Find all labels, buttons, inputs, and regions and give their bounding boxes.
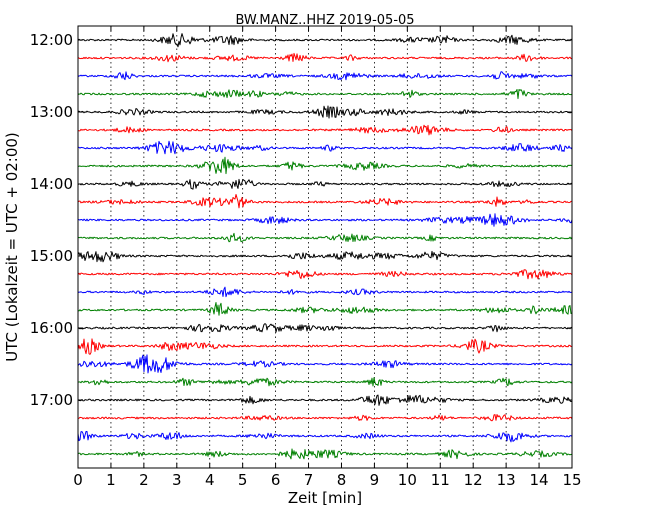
x-tick-label-2: 2 xyxy=(139,471,149,489)
trace-1645 xyxy=(77,377,573,387)
trace-1445 xyxy=(77,232,573,243)
trace-1430 xyxy=(77,213,573,227)
trace-1315 xyxy=(77,124,573,136)
grid-lines xyxy=(110,26,540,468)
y-axis-label: UTC (Lokalzeit = UTC + 02:00) xyxy=(3,132,21,362)
trace-1530 xyxy=(77,286,573,298)
x-tick-label-12: 12 xyxy=(464,471,483,489)
x-tick-label-5: 5 xyxy=(238,471,248,489)
trace-1415 xyxy=(77,193,573,209)
plot-frame xyxy=(77,25,573,469)
x-tick-label-4: 4 xyxy=(205,471,215,489)
x-tick-label-1: 1 xyxy=(106,471,116,489)
x-tick-label-7: 7 xyxy=(304,471,314,489)
trace-1630 xyxy=(77,354,573,374)
trace-1700 xyxy=(77,394,573,406)
x-tick-label-9: 9 xyxy=(370,471,380,489)
trace-1300 xyxy=(77,105,573,119)
x-tick-label-15: 15 xyxy=(562,471,581,489)
y-tick-label-2: 14:00 xyxy=(30,175,73,193)
x-tick-label-14: 14 xyxy=(530,471,549,489)
x-tick-label-0: 0 xyxy=(73,471,83,489)
x-tick-label-11: 11 xyxy=(431,471,450,489)
trace-1200 xyxy=(77,33,573,48)
y-tick-label-4: 16:00 xyxy=(30,319,73,337)
trace-1345 xyxy=(77,156,573,175)
y-tick-label-3: 15:00 xyxy=(30,247,73,265)
trace-1215 xyxy=(77,52,573,63)
x-axis-label: Zeit [min] xyxy=(288,489,362,507)
trace-1715 xyxy=(77,414,573,422)
trace-1500 xyxy=(77,250,573,263)
chart-title: BW.MANZ..HHZ 2019-05-05 xyxy=(235,13,414,28)
x-axis-ticks: 0 1 2 3 4 5 6 7 8 9 10 11 12 13 14 15 xyxy=(73,26,582,489)
traces xyxy=(77,33,573,460)
x-tick-label-10: 10 xyxy=(398,471,417,489)
y-tick-label-0: 12:00 xyxy=(30,31,73,49)
trace-1515 xyxy=(77,269,573,280)
y-axis-ticks: 12:00 13:00 14:00 15:00 16:00 17:00 xyxy=(30,31,572,409)
trace-1730 xyxy=(77,430,573,443)
y-tick-label-1: 13:00 xyxy=(30,103,73,121)
trace-1245 xyxy=(77,88,573,100)
trace-1615 xyxy=(77,338,573,355)
trace-1400 xyxy=(77,178,573,190)
x-tick-label-13: 13 xyxy=(497,471,516,489)
trace-1230 xyxy=(77,71,573,81)
trace-1330 xyxy=(77,140,573,155)
trace-1545 xyxy=(77,302,573,316)
trace-1745 xyxy=(77,448,573,460)
trace-1600 xyxy=(77,323,573,333)
x-tick-label-8: 8 xyxy=(337,471,347,489)
y-tick-label-5: 17:00 xyxy=(30,391,73,409)
x-tick-label-6: 6 xyxy=(271,471,281,489)
x-tick-label-3: 3 xyxy=(172,471,182,489)
